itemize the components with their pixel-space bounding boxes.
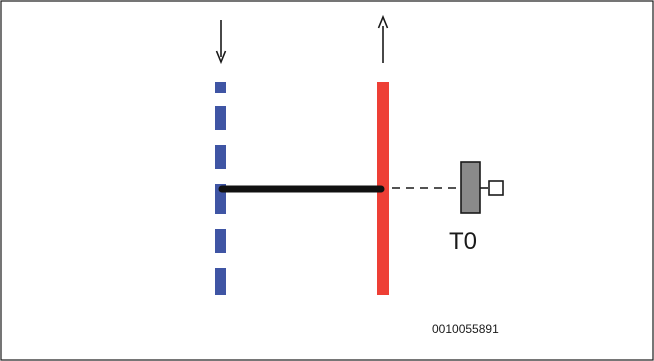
arrow-up-icon xyxy=(377,14,389,63)
valve-label: T0 xyxy=(449,228,478,255)
supply-line xyxy=(215,82,226,295)
valve-icon xyxy=(460,161,504,214)
arrow-down-icon xyxy=(215,20,227,65)
document-id: 0010055891 xyxy=(432,322,499,336)
